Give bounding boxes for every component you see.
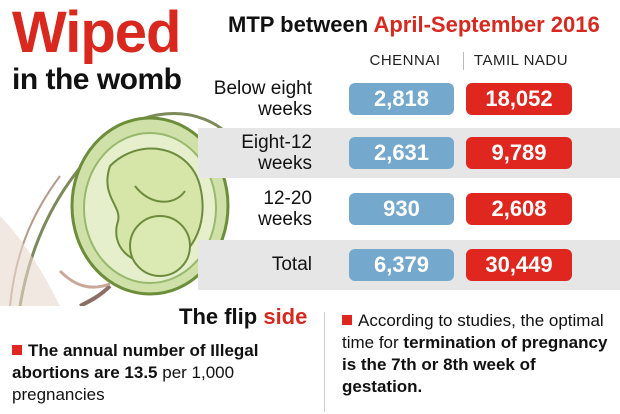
headline: Wiped bbox=[12, 0, 181, 65]
table-title-prefix: MTP between bbox=[228, 12, 374, 37]
tamil-nadu-value: 9,789 bbox=[466, 137, 572, 169]
table-row: 12-20 weeks 930 2,608 bbox=[198, 184, 620, 234]
row-label-line2: weeks bbox=[258, 99, 312, 120]
row-label-line1: 12-20 bbox=[263, 188, 312, 209]
flip-text-bold: The annual number of Illegal abortions a… bbox=[12, 341, 259, 382]
row-label: Below eight weeks bbox=[214, 78, 312, 120]
flip-side-title: The flip side bbox=[179, 304, 307, 330]
row-label: Eight-12 weeks bbox=[241, 132, 312, 174]
subheadline: in the womb bbox=[12, 63, 182, 96]
table-title-highlight: April-September 2016 bbox=[373, 12, 600, 37]
tamil-nadu-value: 30,449 bbox=[466, 249, 572, 281]
chennai-value: 930 bbox=[349, 193, 454, 225]
flip-text-rest: per 1,000 pregnancies bbox=[12, 363, 235, 404]
row-label-line2: weeks bbox=[258, 209, 312, 230]
flip-title-highlight: side bbox=[263, 304, 308, 329]
tamil-nadu-value: 2,608 bbox=[466, 193, 572, 225]
row-label: 12-20 weeks bbox=[258, 188, 312, 230]
column-divider bbox=[463, 52, 464, 70]
study-text-bold: termination of pregnancy is the 7th or 8… bbox=[342, 333, 608, 396]
study-text: According to studies, the optimal time f… bbox=[342, 311, 604, 352]
table-title: MTP between April-September 2016 bbox=[228, 12, 600, 38]
column-header-chennai: CHENNAI bbox=[369, 52, 441, 69]
row-label-line1: Total bbox=[271, 254, 312, 275]
table-row: Eight-12 weeks 2,631 9,789 bbox=[198, 128, 620, 178]
table-row: Below eight weeks 2,818 18,052 bbox=[198, 74, 620, 124]
row-label: Total bbox=[272, 242, 312, 288]
chennai-value: 2,818 bbox=[349, 83, 454, 115]
column-header-tamil-nadu: TAMIL NADU bbox=[473, 52, 569, 69]
bullet-square-icon bbox=[12, 345, 22, 355]
tamil-nadu-value: 18,052 bbox=[466, 83, 572, 115]
bullet-square-icon bbox=[342, 315, 352, 325]
chennai-value: 2,631 bbox=[349, 137, 454, 169]
chennai-value: 6,379 bbox=[349, 249, 454, 281]
row-label-line2: weeks bbox=[258, 153, 312, 174]
row-label-line1: Eight-12 bbox=[241, 132, 312, 153]
row-label-line1: Below eight bbox=[213, 78, 312, 99]
table-row: Total 6,379 30,449 bbox=[198, 240, 620, 290]
vertical-divider bbox=[324, 312, 325, 412]
flip-side-text: The annual number of Illegal abortions a… bbox=[12, 340, 312, 406]
womb-illustration bbox=[0, 112, 232, 306]
flip-title-prefix: The flip bbox=[179, 304, 264, 329]
study-note: According to studies, the optimal time f… bbox=[342, 310, 612, 398]
